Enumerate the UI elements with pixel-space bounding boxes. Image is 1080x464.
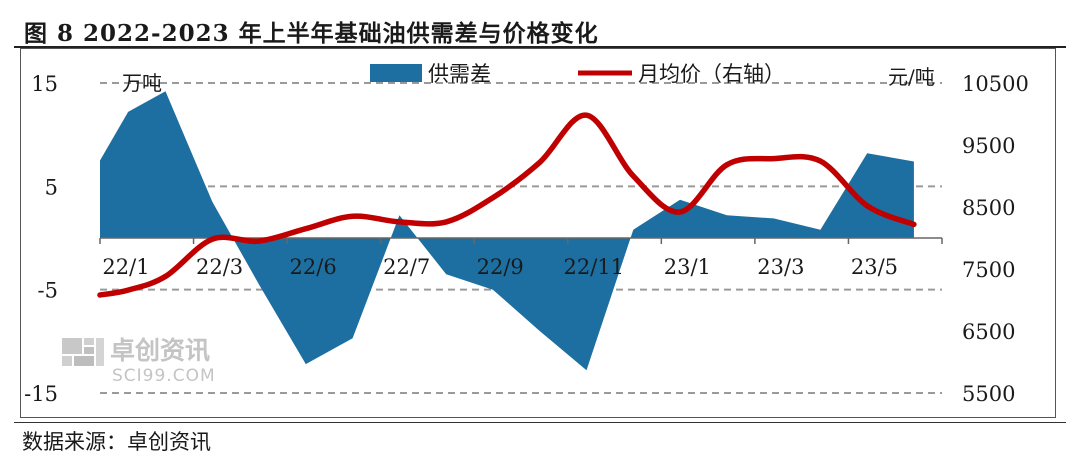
x-tick-label: 22/1 xyxy=(102,255,149,279)
x-tick-label: 22/6 xyxy=(290,255,337,279)
y-right-tick-label: 5500 xyxy=(962,382,1015,406)
legend: 供需差 月均价（右轴） xyxy=(370,62,785,86)
left-unit-label: 万吨 xyxy=(122,71,162,95)
title-bar: 图 8 2022-2023 年上半年基础油供需差与价格变化 xyxy=(14,6,1066,48)
x-tick-label: 22/9 xyxy=(477,255,524,279)
x-axis-ticks xyxy=(99,238,943,244)
y-left-tick-label: -15 xyxy=(24,382,58,406)
x-tick-label: 22/7 xyxy=(383,255,430,279)
area-series-layer xyxy=(100,91,914,371)
axis-labels: 15 5 -5 -15 10500 9500 8500 7500 6500 5500 22/1 22/… xyxy=(24,72,1029,406)
legend-swatch-area xyxy=(370,64,422,82)
legend-label-area: 供需差 xyxy=(428,62,491,86)
footer-divider xyxy=(14,422,1066,423)
y-right-tick-label: 8500 xyxy=(962,196,1015,220)
line-series-layer xyxy=(97,112,917,298)
watermark-site: SCI99.COM xyxy=(112,366,216,386)
y-left-tick-label: 15 xyxy=(31,72,58,96)
watermark-logo-icon xyxy=(62,338,104,366)
area-series-supply-demand-gap xyxy=(100,91,914,371)
x-tick-label: 22/11 xyxy=(564,255,625,279)
y-right-tick-label: 9500 xyxy=(962,134,1015,158)
watermark-name: 卓创资讯 xyxy=(110,336,210,365)
chart-frame xyxy=(20,48,1056,418)
y-left-tick-label: -5 xyxy=(38,279,58,303)
x-tick-label: 23/3 xyxy=(757,255,804,279)
x-tick-label: 23/1 xyxy=(664,255,711,279)
y-right-tick-label: 6500 xyxy=(962,320,1015,344)
chart-title: 图 8 2022-2023 年上半年基础油供需差与价格变化 xyxy=(24,20,599,47)
line-series-monthly-price xyxy=(97,112,917,298)
y-left-tick-label: 5 xyxy=(45,175,58,199)
legend-label-line: 月均价（右轴） xyxy=(638,62,785,86)
y-right-tick-label: 7500 xyxy=(962,258,1015,282)
y-right-tick-label: 10500 xyxy=(962,72,1029,96)
x-tick-label: 22/3 xyxy=(196,255,243,279)
x-tick-label: 23/5 xyxy=(851,255,898,279)
source-note: 数据来源：卓创资讯 xyxy=(22,430,211,454)
right-unit-label: 元/吨 xyxy=(888,65,935,89)
